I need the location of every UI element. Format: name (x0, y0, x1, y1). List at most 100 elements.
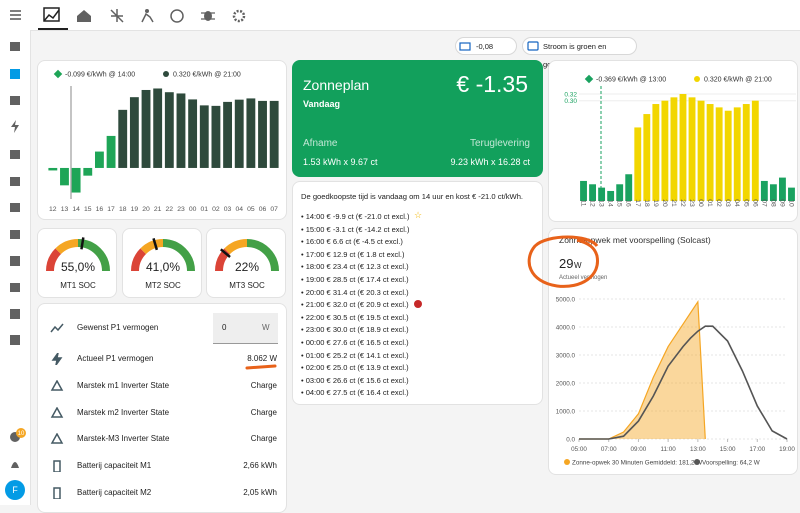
x-tick-label: 07 (760, 199, 767, 207)
gauge: 22% MT3 SOC (215, 239, 279, 290)
price-line: • 19:00 € 28.5 ct (€ 17.4 ct excl.) (301, 275, 409, 284)
tab-home[interactable] (77, 10, 91, 22)
bar (769, 184, 777, 201)
legend-marker (584, 74, 594, 84)
bar (211, 105, 221, 168)
chip-icons (459, 41, 539, 51)
sidebar (0, 0, 31, 505)
y-tick-label: 4000.0 (556, 325, 576, 332)
icon (53, 487, 61, 499)
gauge-segment (130, 248, 146, 272)
bar (643, 114, 651, 201)
avatar[interactable] (5, 480, 25, 500)
entity-icon (50, 433, 64, 444)
input-unit: W (262, 323, 270, 332)
bar (697, 100, 705, 201)
x-tick-label: 22 (166, 206, 174, 213)
legend-marker (53, 69, 63, 79)
bar (733, 107, 741, 201)
bar (164, 92, 174, 168)
nav-energy[interactable] (10, 69, 20, 79)
nav-stats[interactable] (10, 177, 20, 186)
price-line: • 00:00 € 27.6 ct (€ 16.5 ct excl.) (301, 338, 409, 347)
price-line: • 01:00 € 25.2 ct (€ 14.1 ct excl.) (301, 350, 409, 360)
zonneplan-card[interactable]: Zonneplan € -1.35 Vandaag Afname Terugle… (292, 60, 543, 177)
bar (234, 99, 244, 168)
tab-solar[interactable] (110, 9, 124, 23)
nav-logbook[interactable] (11, 120, 19, 133)
x-tick-label: 03 (724, 199, 731, 207)
bar (153, 88, 163, 168)
icon (51, 353, 63, 365)
bar (589, 184, 596, 201)
tab-timer[interactable] (170, 9, 184, 23)
number-input[interactable] (213, 313, 278, 344)
red-dot (414, 300, 422, 308)
x-tick-label: 20 (142, 206, 150, 213)
nav-todo[interactable] (10, 256, 20, 266)
y-tick-label: 5000.0 (556, 297, 576, 304)
right-label: Teruglevering (469, 138, 530, 149)
bar (141, 89, 151, 168)
x-tick-label: 05 (742, 199, 749, 207)
legend-label: -0.099 €/kWh @ 14:00 (65, 72, 135, 79)
price-line: • 14:00 € -9.9 ct (€ -21.0 ct excl.) (301, 212, 410, 221)
bar (625, 174, 633, 201)
bar (199, 105, 209, 168)
bar (258, 100, 267, 168)
gauge-value: 41,0% (145, 260, 179, 274)
price-line: • 02:00 € 25.0 ct (€ 13.9 ct excl.) (301, 363, 409, 373)
tab-settings[interactable] (232, 9, 246, 23)
nav-media[interactable] (10, 203, 20, 212)
bar (580, 180, 587, 201)
solar-chart: Zonne-opwek met voorspelling (Solcast) 2… (556, 235, 796, 467)
x-tick-label: 15 (84, 206, 92, 213)
area (579, 301, 706, 439)
x-tick-label: 01 (200, 206, 208, 213)
star-icon: ☆ (414, 210, 423, 220)
cheapest-card: De goedkoopste tijd is vandaag om 14 uur… (292, 181, 543, 405)
nav-code[interactable] (10, 335, 20, 345)
bar (188, 99, 198, 168)
entity-value: Charge (250, 408, 277, 417)
bar (788, 187, 795, 201)
nav-tools[interactable] (10, 283, 20, 292)
x-tick-label: 16 (625, 199, 632, 207)
left-value: 1.53 kWh x 9.67 ct (303, 157, 378, 167)
x-tick-label: 14 (607, 199, 614, 207)
x-tick-label: 13:00 (690, 446, 706, 453)
nav-network[interactable] (10, 230, 20, 239)
entity-icon (50, 380, 64, 391)
entity-icon (50, 323, 64, 333)
nav-notifications[interactable] (11, 462, 19, 468)
gauge-card[interactable]: 41,0% MT2 SOC (121, 228, 202, 298)
price-chart-2: -0.369 €/kWh @ 13:00 0.320 €/kWh @ 21:00 0… (564, 74, 796, 207)
nav-calendar[interactable] (10, 309, 20, 319)
gauge-segment (55, 239, 79, 255)
y-tick-label: 3000.0 (556, 353, 576, 360)
nav-history[interactable] (10, 150, 20, 159)
menu-icon[interactable] (10, 10, 21, 20)
legend-marker (163, 71, 169, 77)
price-line: • 17:00 € 12.9 ct (€ 1.8 ct excl.) (301, 249, 405, 259)
entity-name: Marstek m2 Inverter State (77, 408, 170, 417)
bar (742, 104, 750, 201)
gauge-card[interactable]: 22% MT3 SOC (206, 228, 286, 298)
nav-map[interactable] (10, 96, 20, 105)
bar (71, 167, 81, 193)
entity-value: Charge (250, 434, 277, 443)
legend-label: 0.320 €/kWh @ 21:00 (704, 77, 772, 84)
bar (118, 109, 128, 168)
gauge-card[interactable]: 55,0% MT1 SOC (37, 228, 117, 298)
bar (106, 135, 116, 168)
x-tick-label: 00 (697, 199, 704, 207)
price-line: • 22:00 € 30.5 ct (€ 19.5 ct excl.) (301, 312, 409, 322)
nav-overview[interactable] (10, 42, 20, 51)
tab-person[interactable] (145, 9, 149, 13)
x-tick-label: 10 (787, 199, 794, 207)
bar (779, 177, 786, 201)
icon (50, 407, 64, 418)
tab-energy[interactable] (43, 7, 60, 22)
